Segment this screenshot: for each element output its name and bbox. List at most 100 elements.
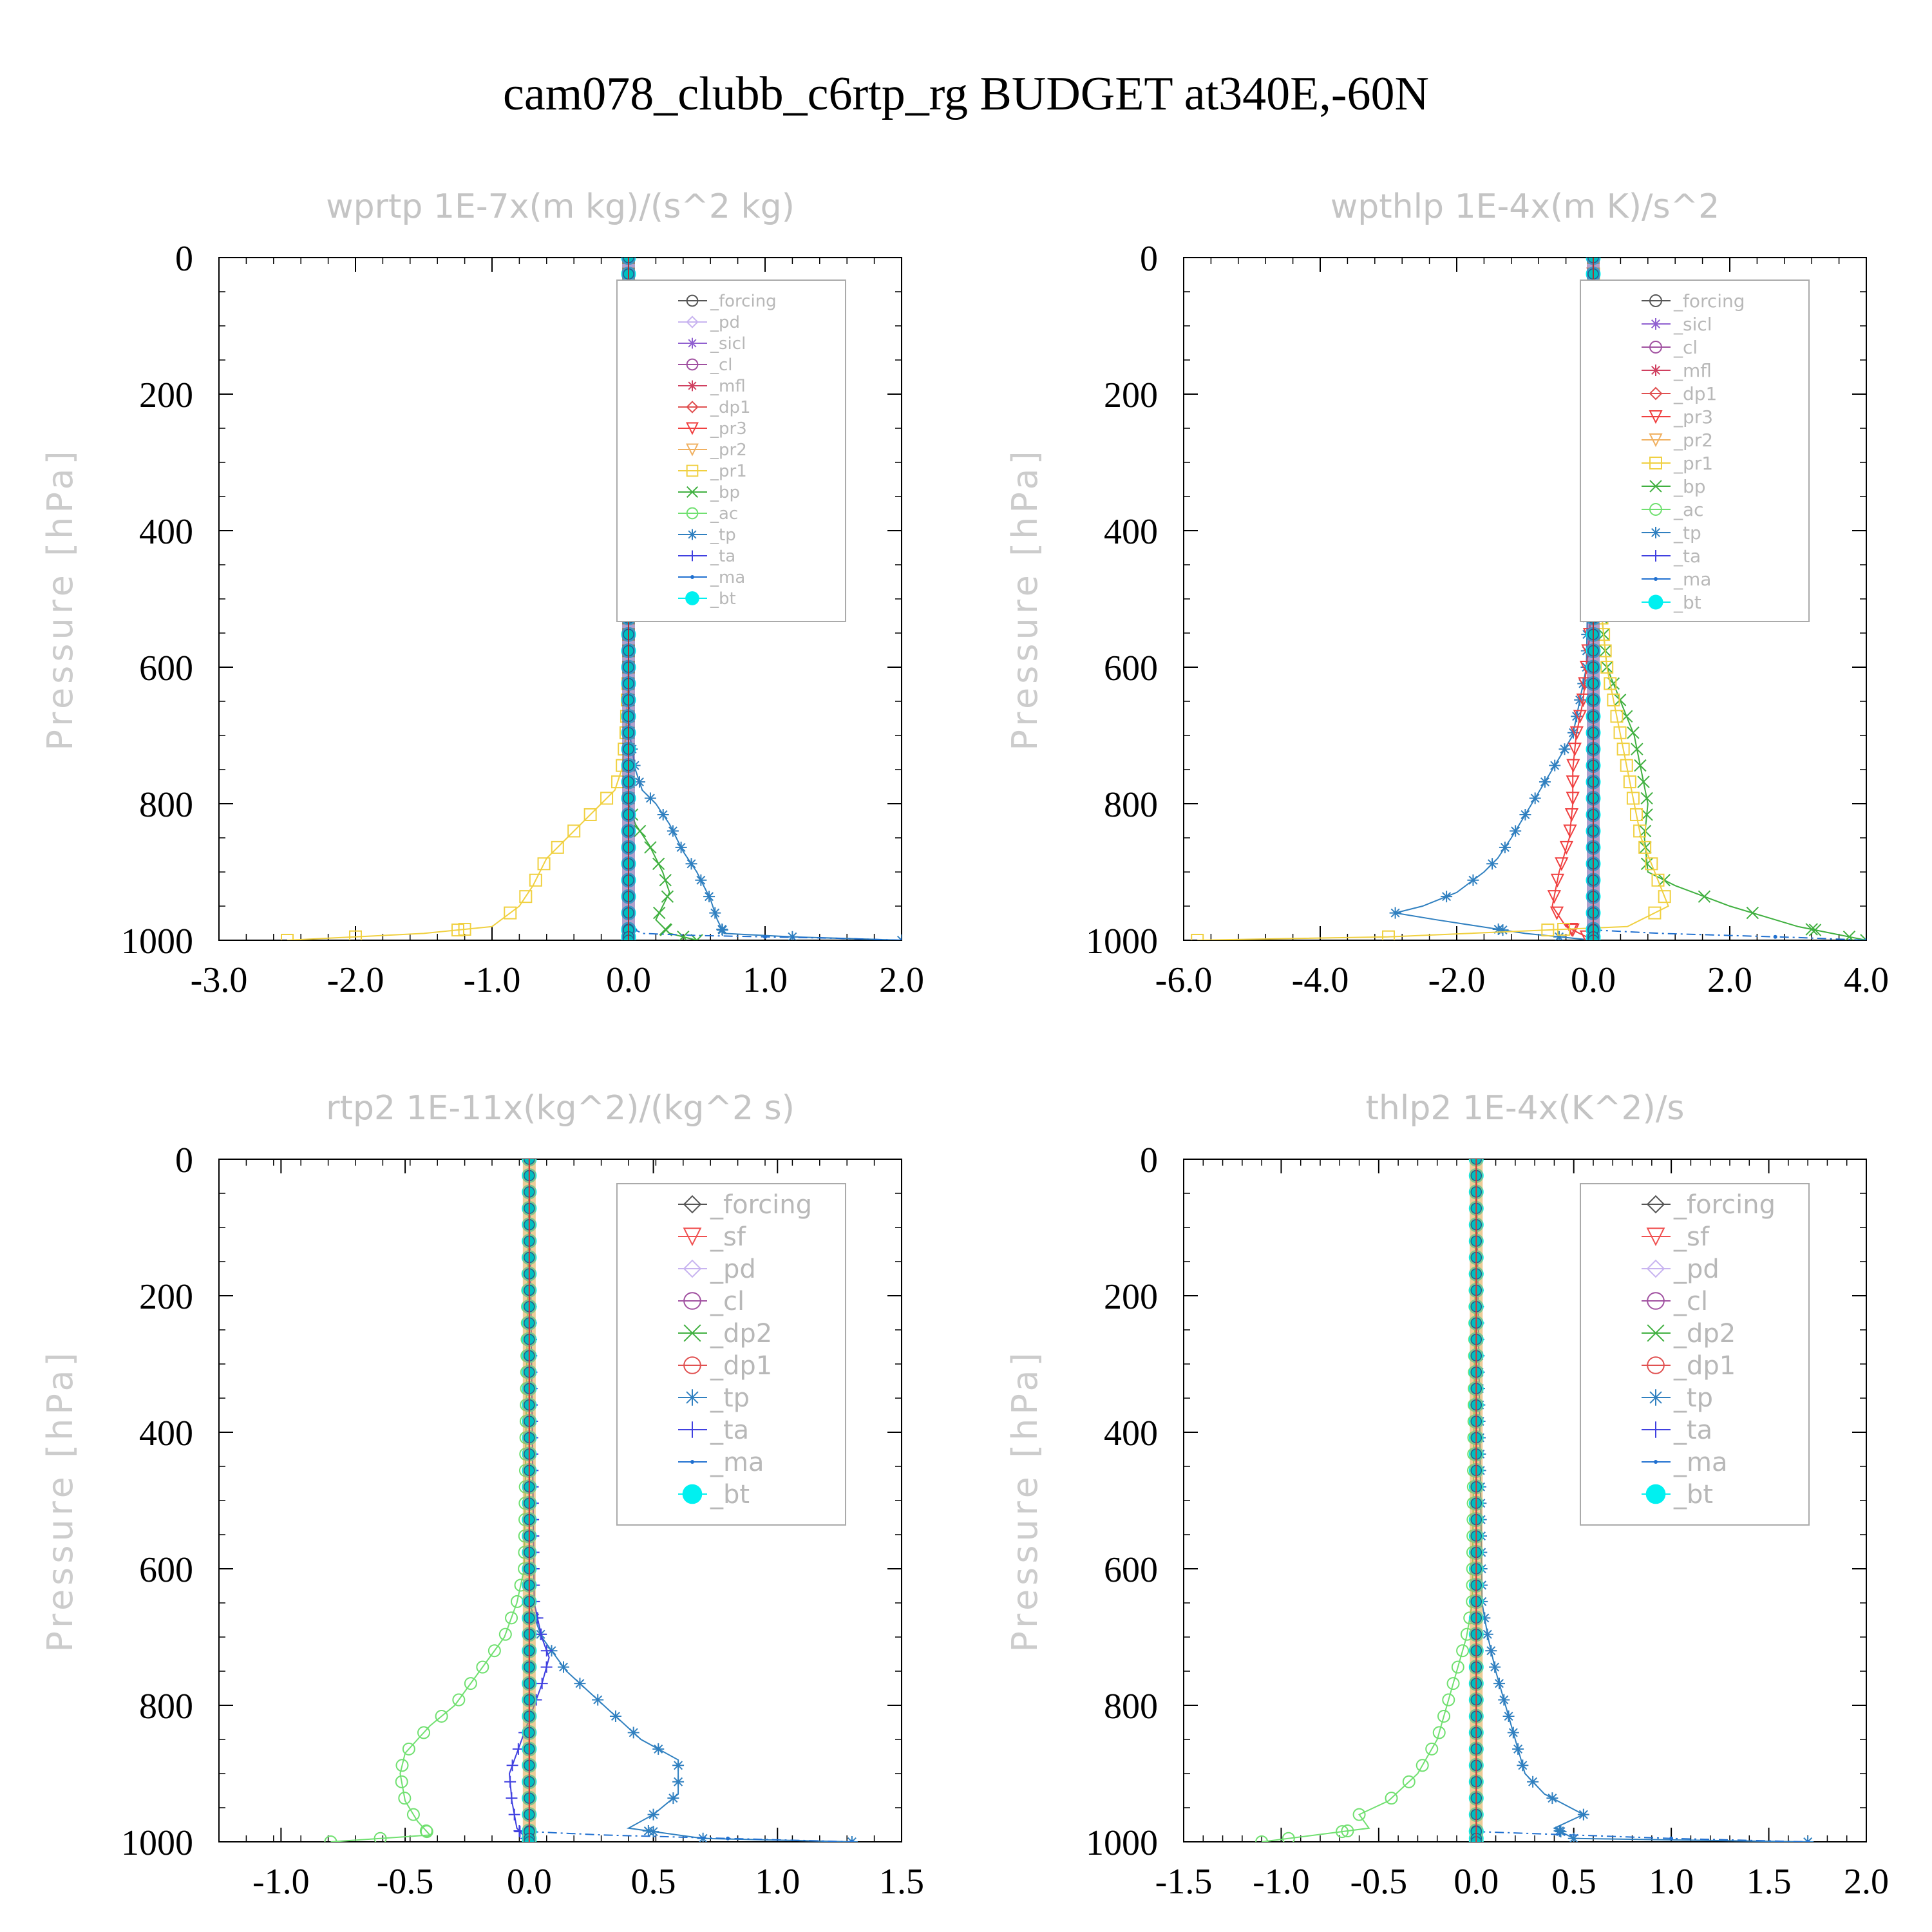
legend-item: _pd [1642, 1255, 1719, 1284]
data-point [551, 840, 564, 854]
legend-box [616, 279, 846, 622]
data-point [1645, 857, 1658, 871]
data-point [1352, 1808, 1366, 1821]
legend-item: _forcing [1642, 290, 1745, 312]
data-point [1629, 808, 1643, 821]
data-point [1507, 1727, 1519, 1739]
data-point [657, 808, 669, 820]
legend-label: _ta [710, 547, 735, 566]
data-point [435, 1709, 448, 1723]
chart-panel-2: wpthlp 1E-4x(m K)/s^2 Pressure [hPa] 0 200 4… [1005, 187, 1889, 1000]
data-point [677, 930, 690, 940]
data-point [1549, 906, 1564, 920]
data-point [1527, 1776, 1539, 1788]
panel-title: wpthlp 1E-4x(m K)/s^2 [1331, 187, 1720, 226]
data-point [558, 1661, 570, 1673]
data-point [644, 841, 657, 854]
data-point [324, 1835, 337, 1842]
data-point [417, 1726, 430, 1739]
data-point [1640, 857, 1654, 870]
plot-area [324, 1159, 858, 1842]
data-point [849, 1840, 854, 1842]
legend-marker [684, 1421, 701, 1438]
data-point [1485, 1645, 1497, 1657]
legend-item: _tp [678, 1383, 750, 1413]
legend-marker [1649, 433, 1663, 448]
data-point [398, 1792, 412, 1805]
legend-label: _pd [710, 313, 740, 332]
legend-marker [683, 1292, 701, 1310]
panel-title: thlp2 1E-4x(K^2)/s [1366, 1089, 1685, 1128]
legend-marker [686, 401, 699, 413]
legend-label: _tp [1673, 522, 1701, 544]
data-point [1566, 759, 1580, 773]
legend-label: _dp1 [1673, 1351, 1736, 1381]
data-point [529, 873, 542, 887]
data-point [476, 1660, 489, 1674]
data-point [763, 934, 767, 939]
data-point [1489, 1661, 1501, 1673]
legend-label: _ta [1673, 1416, 1712, 1445]
series-line [1395, 258, 1594, 940]
legend-item: _pr3 [1642, 406, 1713, 428]
x-tick-label: 1.0 [1649, 1862, 1694, 1902]
data-point [406, 1808, 420, 1821]
legend-item: _bp [1642, 476, 1706, 497]
legend-label: _bp [1673, 476, 1706, 497]
data-point [583, 808, 597, 821]
y-tick-label: 1000 [121, 922, 193, 961]
x-tick-label: -2.0 [327, 960, 384, 1000]
legend-marker [686, 422, 699, 435]
series-dp1 [324, 1159, 536, 1842]
y-tick-label: 1000 [1086, 922, 1158, 961]
legend-label: _ma [710, 568, 745, 587]
data-point [1698, 890, 1711, 903]
data-point [1402, 1775, 1416, 1788]
data-point [672, 1776, 685, 1788]
legend-item: _sicl [678, 334, 746, 354]
data-point [642, 1825, 654, 1837]
data-point [1616, 743, 1630, 756]
legend-marker [687, 550, 698, 562]
data-point [1336, 1825, 1349, 1839]
data-point [1451, 1660, 1464, 1674]
data-point [647, 1808, 659, 1821]
data-point [672, 1759, 685, 1772]
data-point [1638, 840, 1652, 854]
data-point [1493, 1678, 1506, 1690]
legend-marker [1650, 365, 1662, 376]
data-point [1806, 1840, 1810, 1842]
legend-item: _mfl [678, 377, 746, 396]
legend-label: _cl [1673, 1287, 1708, 1316]
data-point [1563, 824, 1577, 838]
y-tick-label: 600 [1104, 1550, 1158, 1590]
legend-box [1580, 1183, 1810, 1526]
data-point [1637, 775, 1650, 788]
data-point [1558, 743, 1571, 755]
y-tick-label: 400 [139, 512, 193, 552]
data-point [1569, 726, 1584, 740]
data-point [1566, 791, 1580, 806]
data-point [488, 1644, 501, 1658]
legend-marker [1645, 1484, 1666, 1504]
legend-label: _dp2 [710, 1319, 772, 1349]
data-point [1382, 930, 1395, 940]
y-tick-label: 400 [1104, 1414, 1158, 1454]
legend-marker [684, 1389, 701, 1406]
legend-label: _ta [1673, 545, 1701, 567]
data-point [1512, 1743, 1524, 1755]
legend-label: _dp1 [710, 398, 751, 417]
legend-label: _cl [710, 355, 733, 375]
data-point [1633, 824, 1647, 838]
legend-item: _dp2 [678, 1319, 772, 1349]
legend-label: _bp [710, 483, 740, 502]
data-point [1446, 1677, 1460, 1690]
data-point [451, 923, 464, 937]
legend-marker [687, 337, 698, 349]
x-tick-label: 0.0 [507, 1862, 552, 1902]
data-point [695, 874, 707, 886]
legend-label: _ma [710, 1448, 764, 1477]
data-point [659, 874, 672, 887]
data-point [716, 924, 728, 936]
legend-item: _ma [678, 568, 745, 587]
